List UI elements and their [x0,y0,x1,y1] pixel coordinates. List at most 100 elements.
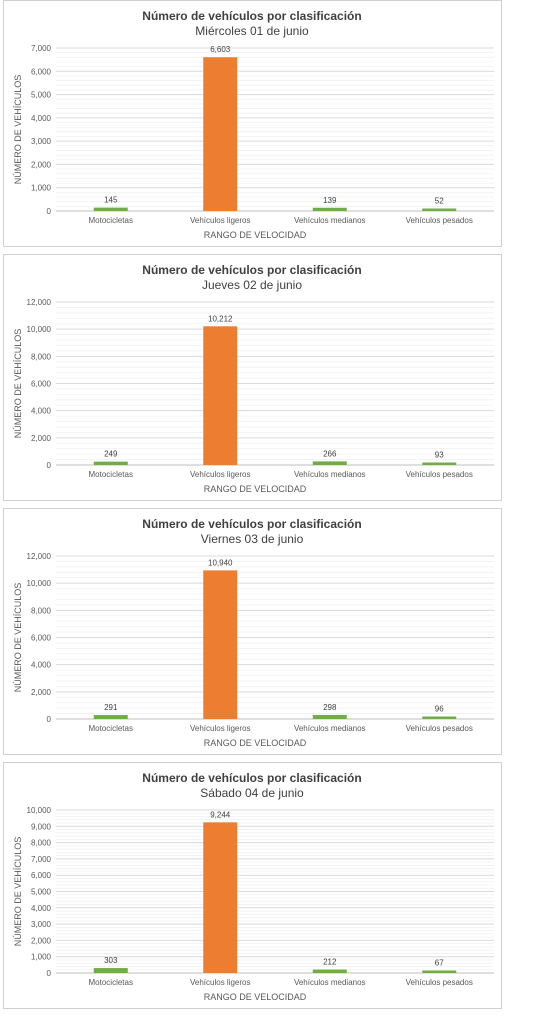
bar [312,461,347,465]
bar [203,822,238,973]
y-tick-label: 7,000 [31,855,52,864]
chart-panel-1: Número de vehículos por clasificación Mié… [3,0,502,247]
chart-subtitle: Miércoles 01 de junio [195,24,309,38]
y-tick-label: 2,000 [31,160,52,169]
y-tick-label: 6,000 [31,380,52,389]
data-label: 298 [323,703,337,712]
y-tick-label: 6,000 [31,634,52,643]
y-tick-label: 8,000 [31,352,52,361]
bar [203,57,238,211]
chart-title: Número de vehículos por clasificación [142,771,361,785]
data-label: 249 [104,450,118,459]
y-tick-label: 10,000 [27,579,52,588]
y-tick-label: 3,000 [31,137,52,146]
x-tick-label: Motocicletas [89,470,133,479]
chart-subtitle: Sábado 04 de junio [200,786,304,800]
x-tick-label: Vehículos pesados [406,724,473,733]
data-label: 291 [104,703,118,712]
y-tick-label: 12,000 [27,298,52,307]
data-label: 10,940 [208,558,233,567]
y-axis-title: NÚMERO DE VEHÍCULOS [13,583,23,693]
x-tick-label: Vehículos medianos [294,470,366,479]
x-axis-title: RANGO DE VELOCIDAD [204,738,307,748]
bar [312,714,347,719]
bar [203,326,238,465]
data-label: 96 [435,705,444,714]
chart-svg-3: Número de vehículos por clasificaciónVie… [13,517,494,748]
data-label: 93 [435,451,444,460]
chart-subtitle: Viernes 03 de junio [201,532,304,546]
data-label: 67 [435,959,444,968]
data-label: 145 [104,196,118,205]
data-label: 10,212 [208,314,233,323]
y-tick-label: 0 [47,969,52,978]
y-tick-label: 2,000 [31,434,52,443]
y-tick-label: 0 [47,461,52,470]
bar [312,969,347,973]
chart-panel-3: Número de vehículos por clasificación Vie… [3,508,502,755]
bar [203,570,238,719]
bar [422,208,457,211]
y-tick-label: 0 [47,207,52,216]
x-tick-label: Motocicletas [89,216,133,225]
y-tick-label: 9,000 [31,822,52,831]
bar [422,716,457,719]
x-tick-label: Vehículos ligeros [190,978,250,987]
data-label: 212 [323,958,337,967]
bar [93,207,128,211]
y-tick-label: 4,000 [31,661,52,670]
y-axis-title: NÚMERO DE VEHÍCULOS [13,329,23,439]
bar [422,462,457,465]
y-tick-label: 3,000 [31,920,52,929]
y-tick-label: 5,000 [31,888,52,897]
bar [312,207,347,211]
chart-subtitle: Jueves 02 de junio [202,278,302,292]
data-label: 6,603 [210,45,231,54]
y-tick-label: 4,000 [31,904,52,913]
data-label: 52 [435,197,444,206]
y-tick-label: 8,000 [31,839,52,848]
x-axis-title: RANGO DE VELOCIDAD [204,484,307,494]
y-tick-label: 1,000 [31,184,52,193]
chart-panel-2: Número de vehículos por clasificación Jue… [3,254,502,501]
x-axis-title: RANGO DE VELOCIDAD [204,230,307,240]
chart-svg-1: Número de vehículos por clasificaciónMié… [13,9,494,240]
data-label: 303 [104,956,118,965]
x-tick-label: Motocicletas [89,978,133,987]
x-tick-label: Vehículos medianos [294,724,366,733]
data-label: 266 [323,449,337,458]
bar [93,715,128,719]
data-label: 9,244 [210,810,231,819]
x-tick-label: Vehículos pesados [406,978,473,987]
y-axis-title: NÚMERO DE VEHÍCULOS [13,75,23,185]
y-tick-label: 6,000 [31,871,52,880]
x-tick-label: Vehículos ligeros [190,216,250,225]
y-tick-label: 10,000 [27,806,52,815]
y-tick-label: 4,000 [31,114,52,123]
chart-title: Número de vehículos por clasificación [142,517,361,531]
y-tick-label: 5,000 [31,91,52,100]
y-tick-label: 2,000 [31,936,52,945]
x-axis-title: RANGO DE VELOCIDAD [204,992,307,1002]
x-tick-label: Vehículos pesados [406,216,473,225]
chart-panel-4: Número de vehículos por clasificación Sáb… [3,762,502,1009]
y-tick-label: 4,000 [31,407,52,416]
bar [422,970,457,973]
chart-svg-2: Número de vehículos por clasificaciónJue… [13,263,494,494]
y-tick-label: 1,000 [31,953,52,962]
y-axis-title: NÚMERO DE VEHÍCULOS [13,837,23,947]
bar [93,461,128,465]
y-tick-label: 0 [47,715,52,724]
y-tick-label: 7,000 [31,44,52,53]
chart-svg-4: Número de vehículos por clasificaciónSáb… [13,771,494,1002]
y-tick-label: 8,000 [31,606,52,615]
x-tick-label: Vehículos medianos [294,216,366,225]
y-tick-label: 10,000 [27,325,52,334]
x-tick-label: Vehículos ligeros [190,470,250,479]
y-tick-label: 6,000 [31,67,52,76]
y-tick-label: 2,000 [31,688,52,697]
x-tick-label: Motocicletas [89,724,133,733]
bar [93,968,128,973]
chart-title: Número de vehículos por clasificación [142,9,361,23]
x-tick-label: Vehículos pesados [406,470,473,479]
